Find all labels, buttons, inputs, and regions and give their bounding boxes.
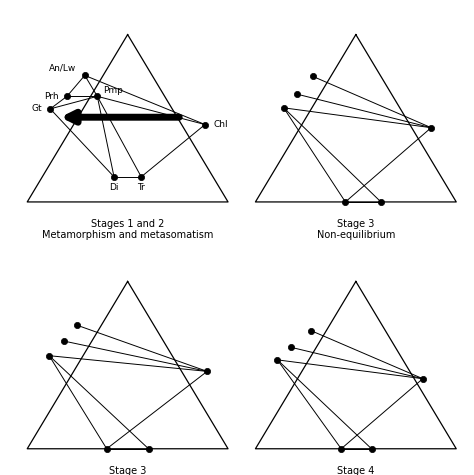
Text: Tr: Tr bbox=[137, 183, 145, 192]
Text: Di: Di bbox=[109, 183, 119, 192]
Text: Stages 1 and 2
Metamorphism and metasomatism: Stages 1 and 2 Metamorphism and metasoma… bbox=[42, 218, 213, 240]
Text: Stage 4
Veining: Stage 4 Veining bbox=[337, 466, 374, 475]
Text: Prh: Prh bbox=[44, 92, 59, 101]
Text: Stage 3
Non-equilibrium: Stage 3 Non-equilibrium bbox=[317, 218, 395, 240]
Text: Stage 3
Non-equilibrium: Stage 3 Non-equilibrium bbox=[89, 466, 167, 475]
Text: An/Lw: An/Lw bbox=[49, 64, 76, 73]
Text: Gt: Gt bbox=[31, 104, 42, 114]
Text: Pmp: Pmp bbox=[104, 86, 123, 95]
Text: Chl: Chl bbox=[213, 120, 228, 129]
